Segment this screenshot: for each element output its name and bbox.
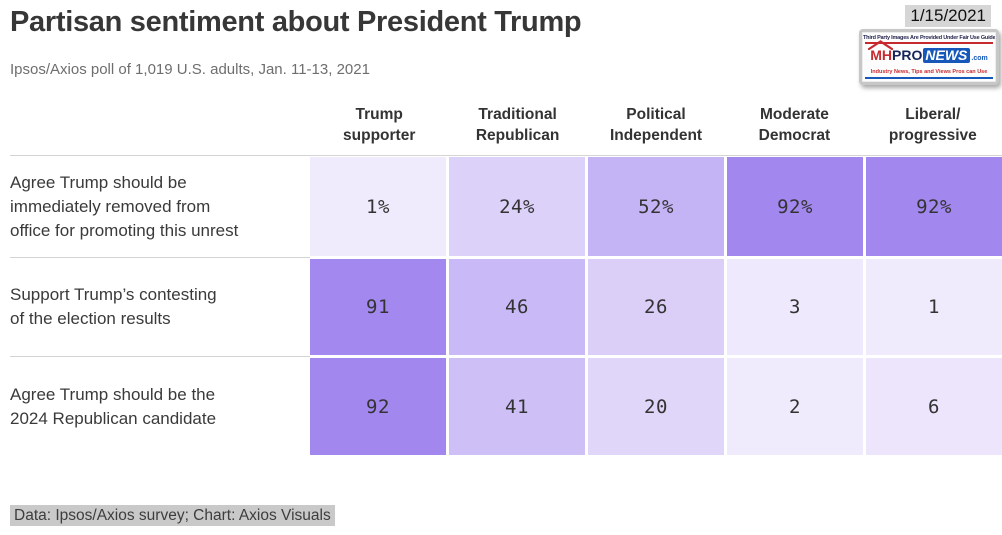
heatmap-cell: 92 — [310, 358, 446, 455]
house-roof-icon — [868, 40, 894, 50]
column-header-traditional-republican: Traditional Republican — [475, 106, 560, 144]
column-header-liberal-progressive: Liberal/progressive — [888, 106, 977, 144]
heatmap-cell: 26 — [588, 259, 724, 355]
brand-pro: PRO — [892, 47, 923, 63]
date-overlay: 1/15/2021 — [905, 5, 991, 27]
heatmap-cell: 92% — [727, 157, 863, 256]
column-headers: Trump supporter Traditional Republican Pol… — [310, 104, 1002, 146]
heatmap-row-removal: Agree Trump should be immediately remove… — [0, 157, 1002, 256]
heatmap-cell: 2 — [727, 358, 863, 455]
row-label: Support Trump’s contesting of the electi… — [10, 285, 217, 328]
heatmap-cell: 6 — [866, 358, 1002, 455]
heatmap-cell: 41 — [449, 358, 585, 455]
heatmap-cell: 1 — [866, 259, 1002, 355]
row2-separator-line — [10, 257, 310, 258]
header-separator-line — [10, 155, 1002, 156]
heatmap-cell: 1% — [310, 157, 446, 256]
heatmap-cells: 1% 24% 52% 92% 92% — [310, 157, 1002, 256]
heatmap-cell: 92% — [866, 157, 1002, 256]
row-label: Agree Trump should be the 2024 Republica… — [10, 384, 217, 428]
brand-mh: MH — [868, 40, 894, 62]
heatmap-cell: 3 — [727, 259, 863, 355]
chart-credit-text: Data: Ipsos/Axios survey; Chart: Axios V… — [10, 505, 335, 526]
heatmap-cell: 46 — [449, 259, 585, 355]
heatmap-cell: 24% — [449, 157, 585, 256]
watermark-brand: MH PRO NEWS .com — [868, 40, 988, 66]
brand-com: .com — [971, 55, 988, 62]
column-header-trump-supporter: Trump supporter — [343, 106, 416, 144]
column-header-moderate-democrat: Moderate Democrat — [758, 106, 831, 144]
chart-subtitle: Ipsos/Axios poll of 1,019 U.S. adults, J… — [10, 61, 370, 78]
column-header-political-independent: Political Independent — [609, 106, 703, 144]
brand-news: NEWS — [923, 48, 971, 63]
page-title: Partisan sentiment about President Trump — [10, 6, 582, 38]
heatmap-cell: 52% — [588, 157, 724, 256]
watermark-disclaimer: Third Party Images Are Provided Under Fa… — [863, 35, 995, 41]
watermark-blue-rule — [865, 77, 993, 79]
row3-separator-line — [10, 356, 310, 357]
heatmap-cells: 91 46 26 3 1 — [310, 259, 1002, 355]
heatmap-row-2024-candidate: Agree Trump should be the 2024 Republica… — [0, 358, 1002, 455]
watermark-red-rule — [865, 42, 993, 44]
mhpronews-watermark-logo: Third Party Images Are Provided Under Fa… — [859, 29, 999, 85]
row-label: Agree Trump should be immediately remove… — [10, 172, 239, 240]
chart-credit: Data: Ipsos/Axios survey; Chart: Axios V… — [10, 505, 335, 526]
heatmap-cells: 92 41 20 2 6 — [310, 358, 1002, 455]
watermark-tagline: Industry News, Tips and Views Pros can U… — [870, 69, 988, 75]
heatmap-cell: 20 — [588, 358, 724, 455]
heatmap-cell: 91 — [310, 259, 446, 355]
heatmap-row-contesting: Support Trump’s contesting of the electi… — [0, 259, 1002, 355]
